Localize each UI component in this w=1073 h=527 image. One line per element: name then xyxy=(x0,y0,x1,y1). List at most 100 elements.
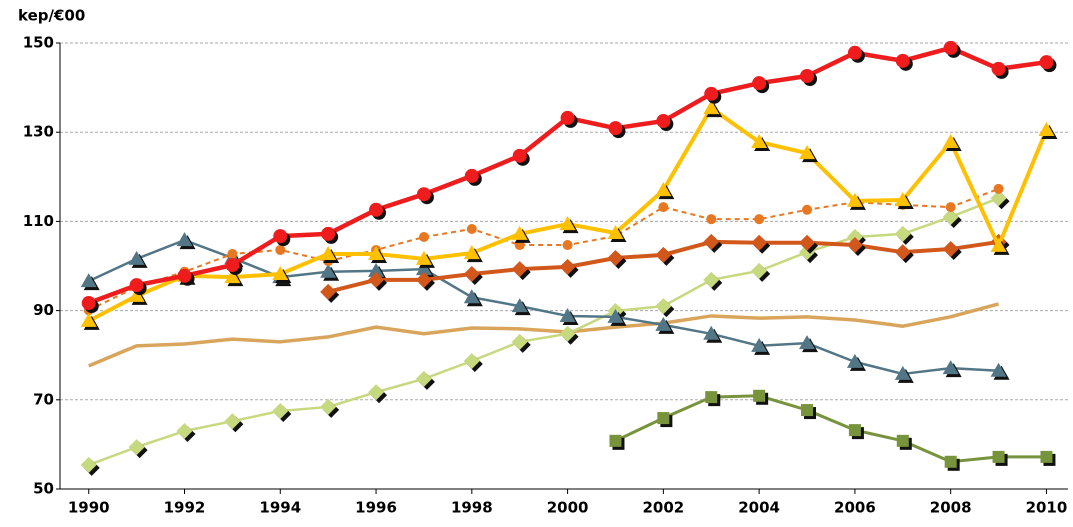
marker xyxy=(993,183,1004,194)
marker xyxy=(944,455,957,468)
marker xyxy=(1038,121,1055,136)
marker xyxy=(942,360,959,375)
marker xyxy=(607,308,624,323)
marker xyxy=(176,423,193,440)
marker xyxy=(942,208,959,225)
marker xyxy=(657,412,670,425)
marker xyxy=(368,384,385,401)
marker xyxy=(177,268,192,283)
x-tick-label: 1998 xyxy=(451,499,493,517)
x-tick-label: 1990 xyxy=(68,499,110,517)
marker xyxy=(415,271,432,288)
marker xyxy=(703,271,720,288)
marker xyxy=(990,237,1007,252)
marker xyxy=(703,233,720,250)
marker xyxy=(751,337,768,352)
marker xyxy=(273,229,288,244)
marker xyxy=(272,266,289,281)
marker xyxy=(799,145,816,160)
marker xyxy=(942,241,959,258)
marker xyxy=(463,352,480,369)
marker xyxy=(847,45,862,60)
marker xyxy=(1040,450,1053,463)
marker xyxy=(896,434,909,447)
marker xyxy=(128,287,145,302)
marker xyxy=(894,225,911,242)
marker xyxy=(894,365,911,380)
marker xyxy=(176,232,193,247)
series-line xyxy=(88,238,999,376)
x-tick-label: 2010 xyxy=(1026,499,1068,517)
marker xyxy=(225,258,240,273)
marker xyxy=(990,362,1007,377)
marker xyxy=(703,325,720,340)
marker xyxy=(463,245,480,260)
marker xyxy=(320,245,337,260)
marker xyxy=(846,192,863,207)
y-tick-label: 110 xyxy=(23,212,54,230)
marker xyxy=(559,307,576,322)
marker xyxy=(607,249,624,266)
marker xyxy=(368,271,385,288)
marker xyxy=(415,261,432,276)
marker xyxy=(608,121,623,136)
marker xyxy=(512,148,527,163)
x-tick-label: 1994 xyxy=(259,499,301,517)
marker xyxy=(705,391,718,404)
marker xyxy=(992,450,1005,463)
marker xyxy=(751,262,768,279)
marker xyxy=(655,246,672,263)
marker xyxy=(658,202,669,213)
marker xyxy=(81,296,96,311)
y-axis-label: kep/€00 xyxy=(18,7,85,25)
marker xyxy=(703,100,720,115)
marker xyxy=(706,214,717,225)
x-tick-label: 2008 xyxy=(930,499,972,517)
marker xyxy=(655,316,672,331)
marker xyxy=(802,204,813,215)
marker xyxy=(991,61,1006,76)
marker xyxy=(224,269,241,284)
marker xyxy=(128,250,145,265)
marker xyxy=(463,289,480,304)
y-tick-label: 70 xyxy=(33,390,54,408)
marker xyxy=(368,262,385,277)
x-tick-label: 2002 xyxy=(642,499,684,517)
x-tick-label: 1992 xyxy=(164,499,206,517)
marker xyxy=(1039,55,1054,70)
marker xyxy=(511,261,528,278)
marker xyxy=(275,244,286,255)
marker xyxy=(799,335,816,350)
series-line xyxy=(88,187,999,312)
marker xyxy=(800,69,815,84)
marker xyxy=(894,191,911,206)
marker xyxy=(320,398,337,415)
marker xyxy=(846,237,863,254)
marker xyxy=(224,413,241,430)
marker xyxy=(559,325,576,342)
marker xyxy=(272,402,289,419)
marker xyxy=(129,278,144,293)
y-tick-label: 50 xyxy=(33,480,54,498)
marker xyxy=(415,250,432,265)
marker xyxy=(80,456,97,473)
series-line xyxy=(87,106,1049,323)
marker xyxy=(990,190,1007,207)
marker xyxy=(416,187,431,202)
marker xyxy=(846,229,863,246)
series-line xyxy=(614,394,1047,464)
marker xyxy=(848,424,861,437)
marker xyxy=(464,168,479,183)
marker xyxy=(656,114,671,129)
marker xyxy=(752,76,767,91)
marker xyxy=(128,439,145,456)
marker xyxy=(655,298,672,315)
marker xyxy=(704,86,719,101)
marker xyxy=(511,333,528,350)
marker xyxy=(895,53,910,68)
marker xyxy=(754,214,765,225)
marker xyxy=(418,232,429,243)
marker xyxy=(801,404,814,417)
marker xyxy=(943,40,958,55)
y-tick-label: 90 xyxy=(33,301,54,319)
